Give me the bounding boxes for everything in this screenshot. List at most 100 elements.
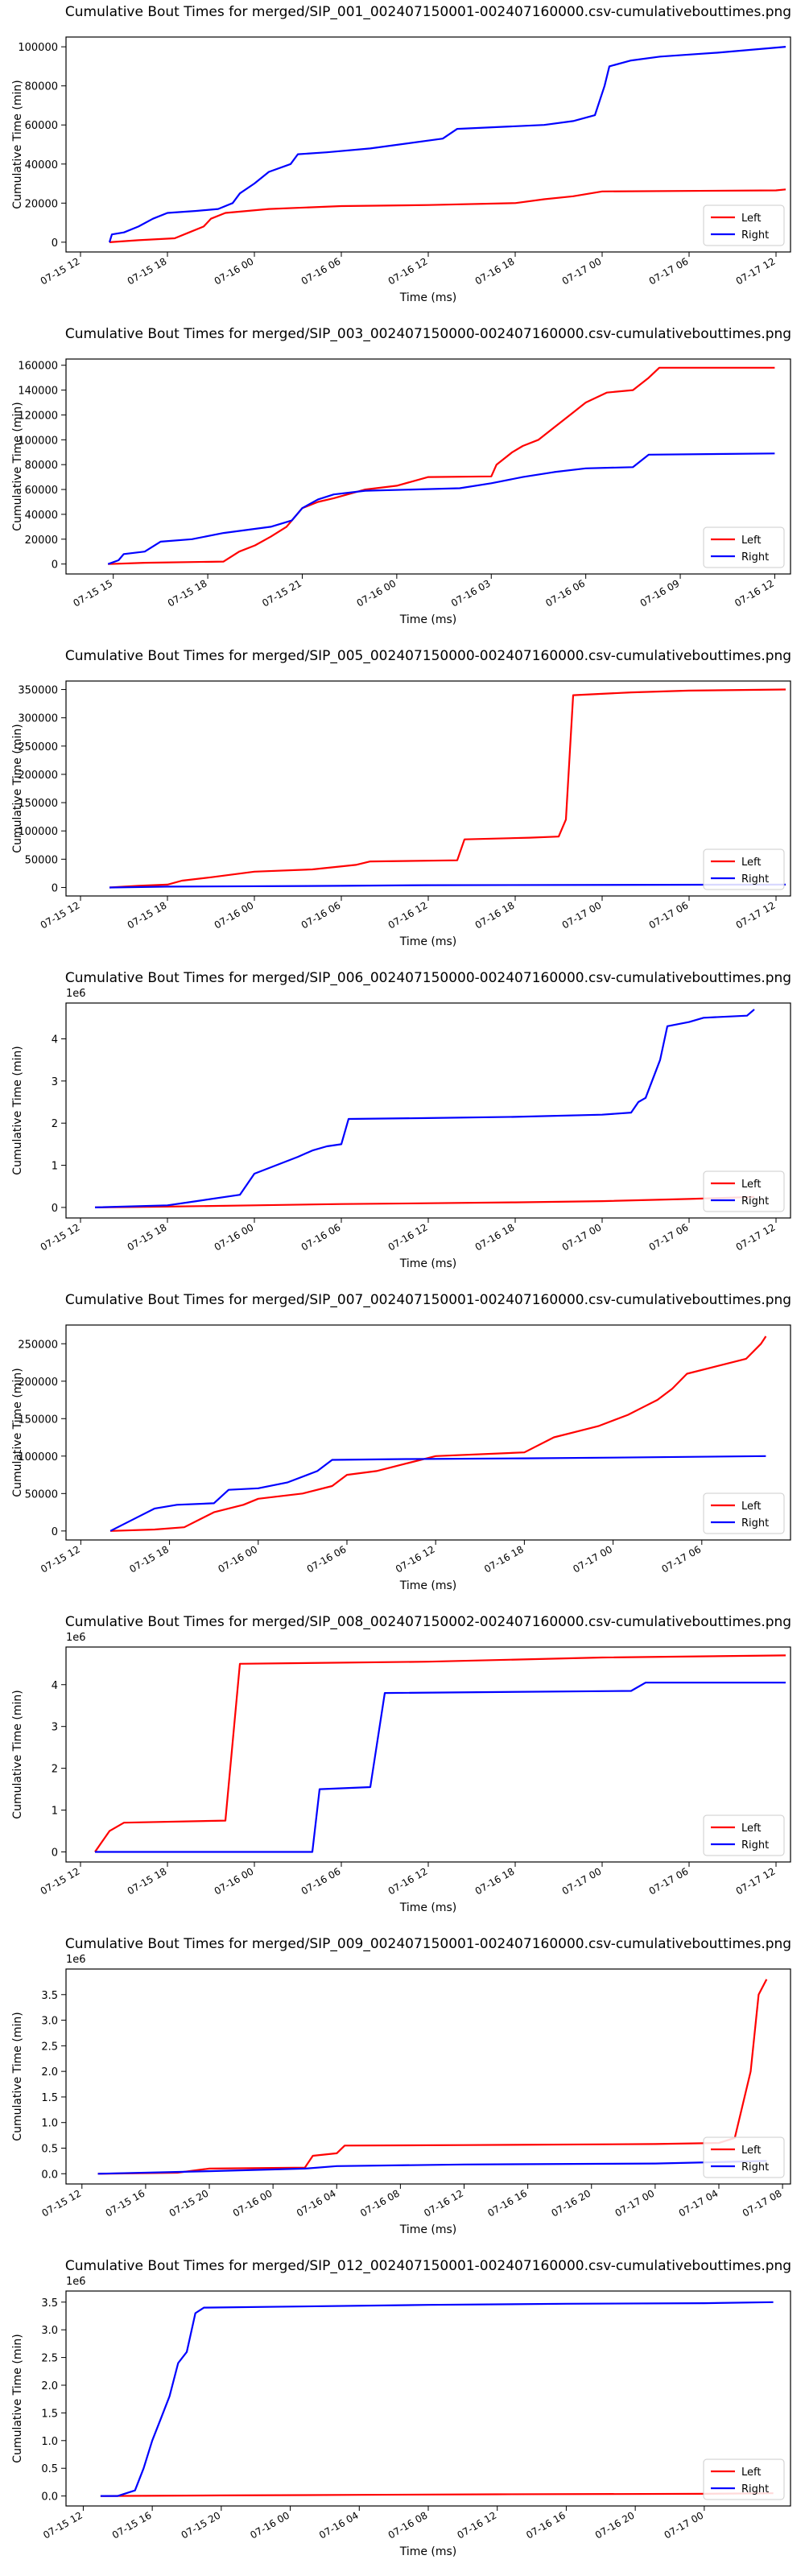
series-line-right (95, 1682, 786, 1853)
legend-label-left: Left (741, 857, 761, 869)
x-tick-label: 07-15 12 (39, 255, 82, 287)
x-tick-label: 07-16 08 (386, 2509, 430, 2541)
legend-label-right: Right (741, 551, 769, 564)
x-tick-label: 07-16 06 (299, 899, 343, 931)
y-tick-label: 100000 (18, 42, 58, 54)
y-tick-label: 0 (52, 882, 58, 894)
x-tick-label: 07-16 12 (733, 577, 776, 609)
y-tick-label: 40000 (25, 510, 58, 522)
legend: Left Right (703, 1492, 785, 1534)
series-line-right (100, 2301, 774, 2497)
y-tick-label: 50000 (25, 1488, 58, 1501)
y-tick-label: 0 (52, 237, 58, 250)
y-axis-label: Cumulative Time (min) (11, 80, 24, 208)
x-tick-label: 07-16 00 (213, 899, 256, 931)
legend-label-right: Right (741, 229, 769, 242)
legend-label-right: Right (741, 2161, 769, 2174)
x-tick-label: 07-16 12 (386, 1221, 430, 1253)
x-tick-label: 07-16 20 (550, 2187, 593, 2219)
y-tick-label: 0 (52, 559, 58, 572)
chart-title: Cumulative Bout Times for merged/SIP_012… (65, 2258, 791, 2274)
x-tick-label: 07-15 12 (39, 1865, 82, 1897)
y-tick-label: 3.5 (41, 1990, 58, 2002)
y-tick-label: 200000 (18, 770, 58, 782)
y-offset-label: 1e6 (66, 2276, 86, 2288)
y-axis-label: Cumulative Time (min) (11, 1368, 24, 1496)
plot-frame (65, 1324, 791, 1541)
x-tick-label: 07-15 12 (39, 1221, 82, 1253)
x-tick-label: 07-16 16 (524, 2509, 568, 2541)
x-tick-label: 07-16 04 (295, 2187, 338, 2219)
y-axis-label: Cumulative Time (min) (11, 1690, 24, 1818)
x-tick-label: 07-17 04 (677, 2187, 720, 2219)
legend-label-right: Right (741, 2483, 769, 2496)
legend-box (703, 526, 785, 568)
x-tick-label: 07-16 04 (317, 2509, 361, 2541)
legend: Left Right (703, 2136, 785, 2178)
chart-title: Cumulative Bout Times for merged/SIP_009… (65, 1936, 791, 1952)
x-tick-label: 07-15 18 (126, 899, 169, 931)
x-tick-label: 07-17 12 (734, 1221, 778, 1253)
y-axis-label: Cumulative Time (min) (11, 1046, 24, 1174)
x-tick-label: 07-17 06 (647, 255, 691, 287)
x-tick-label: 07-16 00 (213, 1865, 256, 1897)
y-tick-label: 100000 (18, 1451, 58, 1463)
legend-box (703, 2136, 785, 2178)
x-tick-label: 07-15 18 (166, 577, 209, 609)
chart-panel-6: Cumulative Bout Times for merged/SIP_008… (11, 1614, 791, 1914)
x-tick-label: 07-16 20 (593, 2509, 637, 2541)
x-tick-label: 07-16 06 (305, 1543, 349, 1575)
y-tick-label: 2 (52, 1118, 58, 1130)
x-tick-label: 07-17 00 (560, 1865, 604, 1897)
x-tick-label: 07-17 00 (560, 899, 604, 931)
x-tick-label: 07-16 12 (386, 899, 430, 931)
series-line-left (94, 1654, 786, 1853)
chart-panel-4: Cumulative Bout Times for merged/SIP_006… (11, 970, 791, 1270)
x-tick-label: 07-16 12 (455, 2509, 498, 2541)
x-tick-label: 07-17 06 (647, 1221, 691, 1253)
y-tick-label: 350000 (18, 685, 58, 697)
y-tick-label: 1.0 (41, 2118, 58, 2130)
y-offset-label: 1e6 (66, 1954, 86, 1966)
y-tick-label: 1 (52, 1806, 58, 1818)
x-axis-label: Time (ms) (399, 291, 457, 304)
legend-box (703, 2458, 785, 2500)
chart-panel-1: Cumulative Bout Times for merged/SIP_001… (11, 4, 791, 304)
chart-title: Cumulative Bout Times for merged/SIP_008… (65, 1614, 791, 1630)
chart-title: Cumulative Bout Times for merged/SIP_007… (65, 1292, 791, 1308)
x-tick-label: 07-17 12 (734, 899, 778, 931)
y-tick-label: 2.5 (41, 2041, 58, 2053)
series-line-left (109, 188, 786, 243)
chart-panel-2: Cumulative Bout Times for merged/SIP_003… (11, 326, 791, 626)
x-tick-label: 07-15 16 (110, 2509, 154, 2541)
y-tick-label: 2.0 (41, 2380, 58, 2392)
x-axis-label: Time (ms) (399, 935, 457, 948)
y-tick-label: 3.0 (41, 2325, 58, 2337)
x-tick-label: 07-15 21 (260, 577, 303, 609)
x-tick-label: 07-17 12 (734, 1865, 778, 1897)
y-offset-label: 1e6 (66, 988, 86, 1000)
y-tick-label: 160000 (18, 361, 58, 373)
x-tick-label: 07-15 18 (126, 1221, 169, 1253)
plot-frame (65, 680, 791, 897)
x-tick-label: 07-16 06 (299, 255, 343, 287)
x-tick-label: 07-16 18 (473, 1865, 517, 1897)
series-line-left (97, 1979, 768, 2175)
legend-label-left: Left (741, 535, 761, 547)
plot-frame (65, 1002, 791, 1219)
x-tick-label: 07-15 18 (127, 1543, 171, 1575)
legend-label-right: Right (741, 873, 769, 886)
legend-box (703, 1814, 785, 1856)
x-tick-label: 07-16 00 (217, 1543, 260, 1575)
y-tick-label: 120000 (18, 410, 58, 422)
y-axis-label: Cumulative Time (min) (11, 402, 24, 530)
legend-label-right: Right (741, 1839, 769, 1852)
y-axis-label: Cumulative Time (min) (11, 2334, 24, 2462)
y-tick-label: 20000 (25, 535, 58, 547)
y-tick-label: 2 (52, 1764, 58, 1776)
legend-box (703, 848, 785, 890)
chart-title: Cumulative Bout Times for merged/SIP_005… (65, 648, 791, 664)
series-line-left (108, 366, 775, 565)
chart-panel-8: Cumulative Bout Times for merged/SIP_012… (11, 2258, 791, 2558)
y-tick-label: 140000 (18, 386, 58, 398)
